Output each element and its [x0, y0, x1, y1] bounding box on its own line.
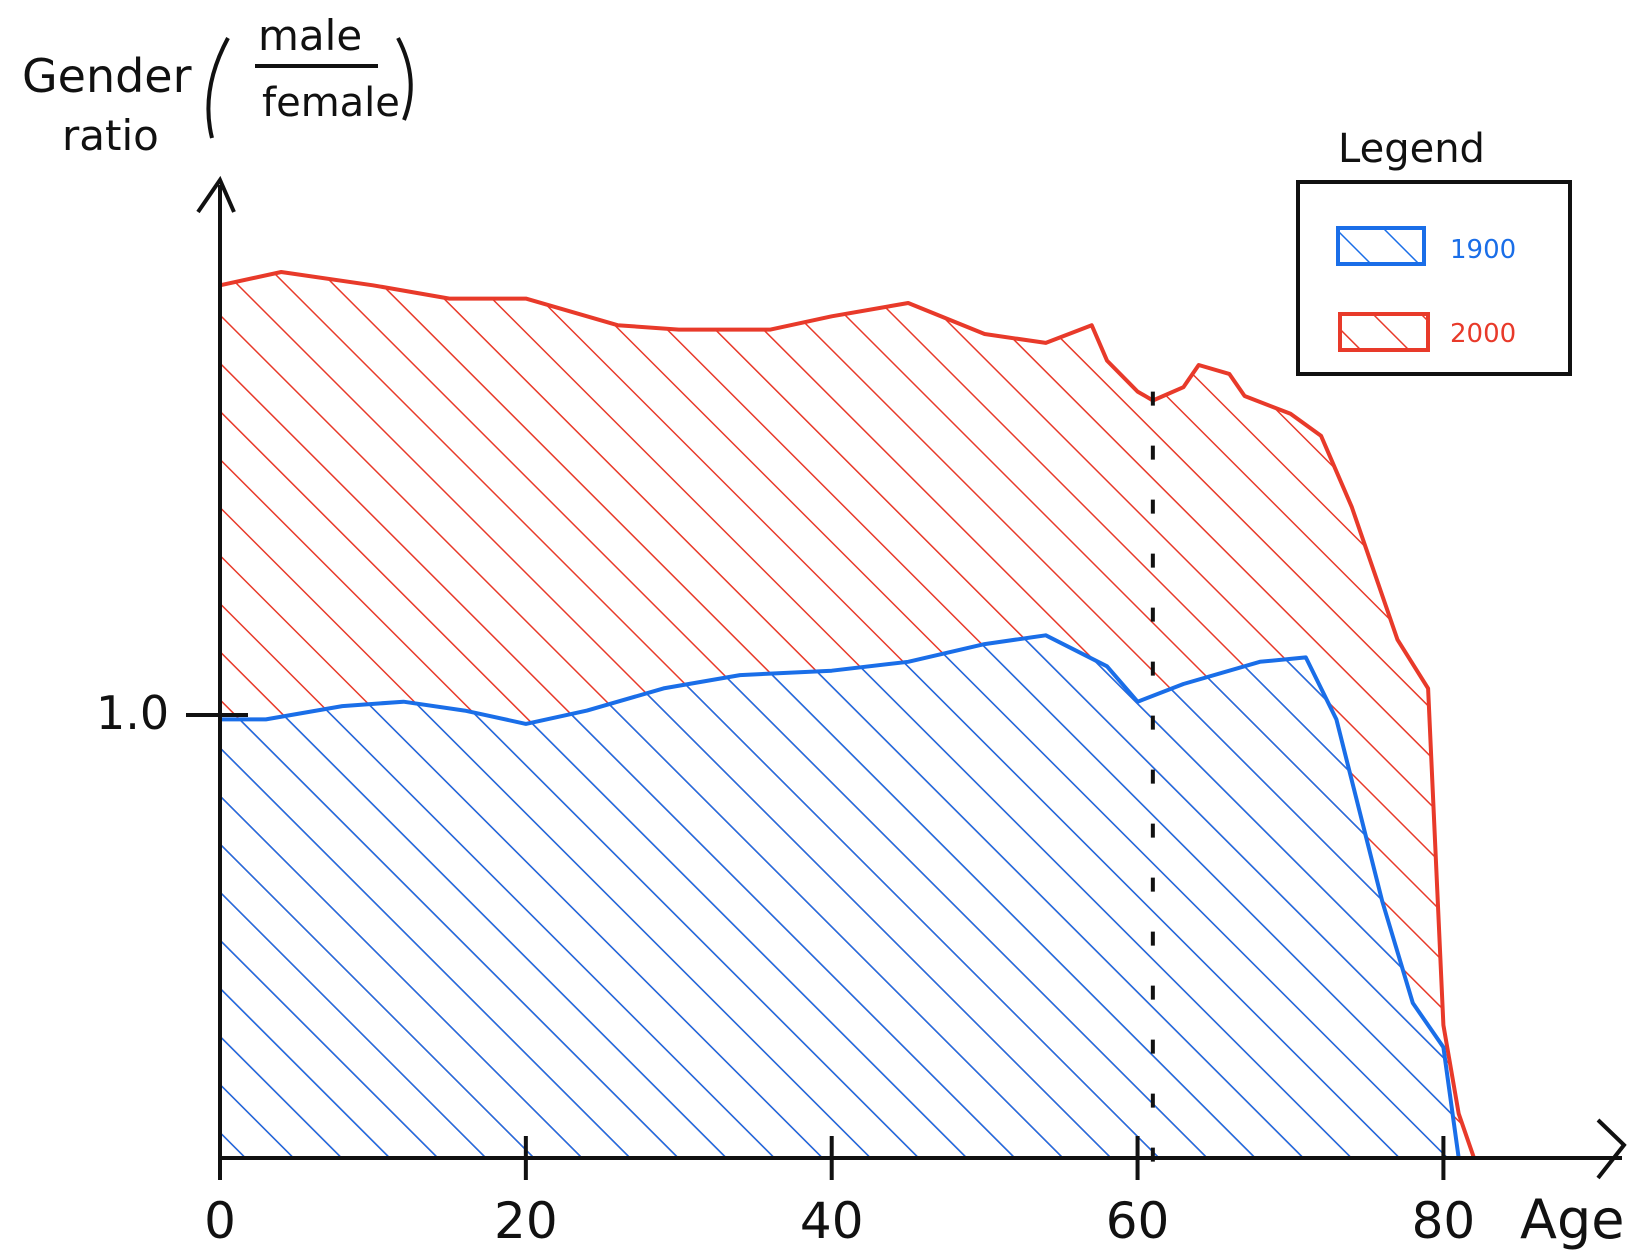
y-axis-label-numerator: male [258, 11, 362, 60]
series-lines [219, 270, 1476, 1159]
x-tick-label-60: 60 [1106, 1192, 1170, 1250]
y-axis-arrowhead [196, 175, 236, 214]
line-series-2000 [219, 270, 1476, 1159]
x-tick-label-20: 20 [494, 1192, 558, 1250]
x-tick-label-0: 0 [204, 1192, 236, 1250]
legend-title: Legend [1338, 126, 1485, 172]
x-tick-label-40: 40 [800, 1192, 864, 1250]
x-axis-arrowhead [1596, 1118, 1627, 1180]
y-tick-label-1.0: 1.0 [96, 686, 169, 740]
area-series-1900 [220, 635, 1459, 1158]
y-ticks: 1.0 [96, 686, 248, 740]
y-axis-label-close-paren [396, 37, 413, 121]
legend: Legend 1900 2000 [1296, 126, 1572, 376]
y-axis-label-denominator: female [262, 80, 400, 126]
y-axis-label-line-2: ratio [62, 111, 159, 160]
line-series-1900 [220, 633, 1461, 1159]
y-axis-label-line-1: Gender [22, 49, 192, 103]
x-ticks: 0 20 40 60 80 [204, 1136, 1475, 1250]
legend-label-1900: 1900 [1450, 235, 1516, 265]
legend-swatch-2000 [1338, 312, 1430, 352]
legend-label-2000: 2000 [1450, 319, 1516, 349]
x-axis-label: Age [1520, 1188, 1624, 1251]
x-tick-label-80: 80 [1412, 1192, 1476, 1250]
y-axis-label-open-paren [206, 37, 230, 139]
legend-box [1296, 180, 1572, 376]
legend-item-1900: 1900 [1336, 226, 1516, 266]
series-areas [220, 272, 1474, 1158]
legend-swatch-1900 [1336, 226, 1426, 266]
legend-item-2000: 2000 [1338, 312, 1516, 352]
